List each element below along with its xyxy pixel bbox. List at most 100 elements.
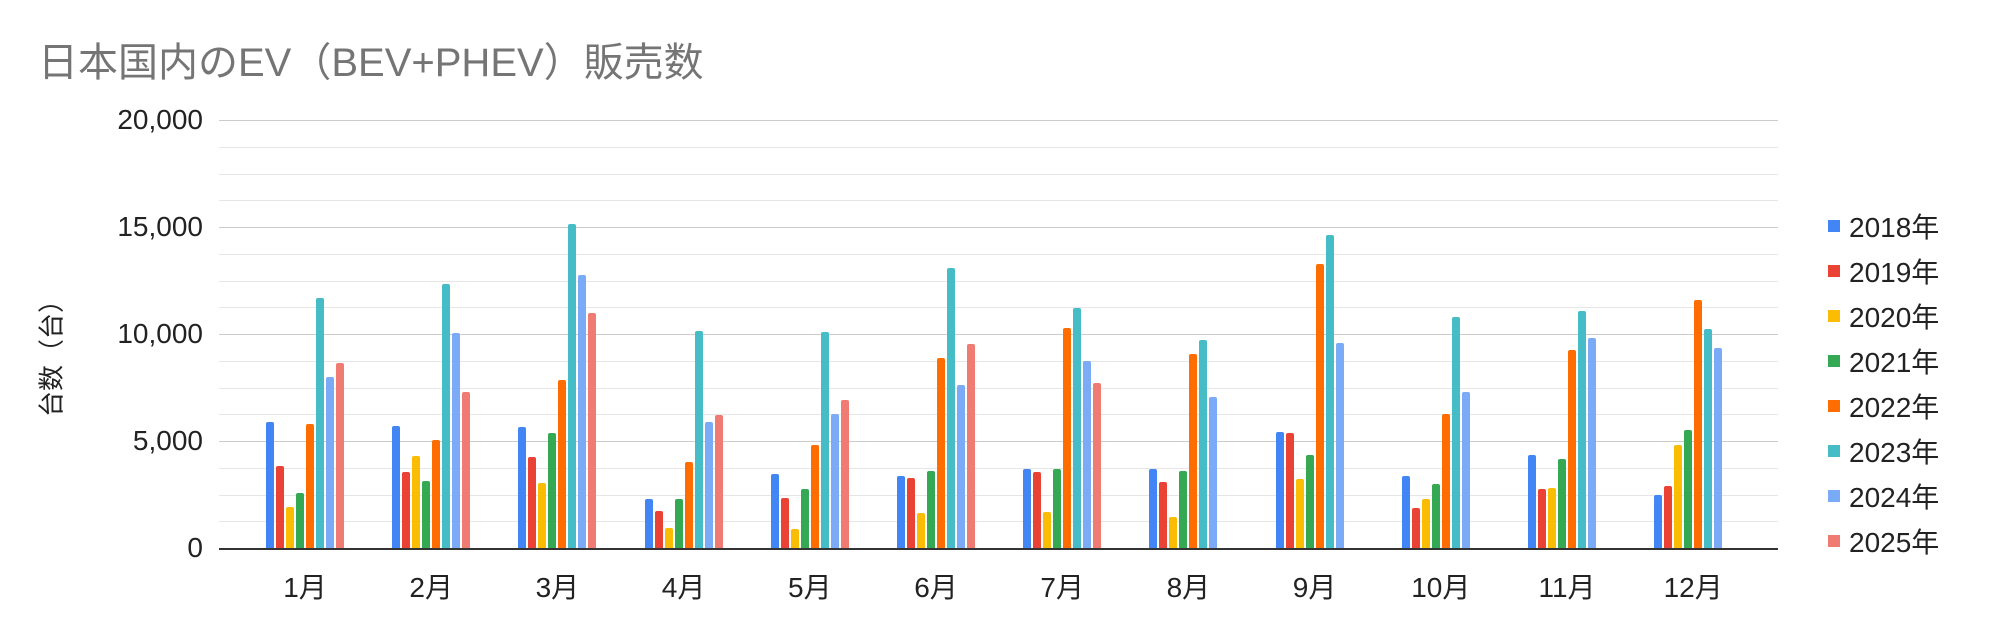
bar[interactable] xyxy=(588,313,597,548)
bar[interactable] xyxy=(644,499,653,548)
bar[interactable] xyxy=(276,465,284,548)
bar[interactable] xyxy=(654,510,663,548)
bar[interactable] xyxy=(1083,360,1092,548)
bar[interactable] xyxy=(1548,488,1556,548)
bar[interactable] xyxy=(1704,329,1713,548)
bar[interactable] xyxy=(1401,476,1410,548)
legend-item[interactable]: 2022年 xyxy=(1828,383,1939,428)
bar[interactable] xyxy=(830,414,839,548)
legend-item[interactable]: 2024年 xyxy=(1828,474,1939,519)
bar[interactable] xyxy=(1169,516,1178,548)
bar[interactable] xyxy=(1149,469,1158,548)
bar[interactable] xyxy=(897,476,905,548)
bar[interactable] xyxy=(1023,469,1032,548)
bar[interactable] xyxy=(442,283,451,548)
legend-item[interactable]: 2021年 xyxy=(1828,338,1939,383)
bar[interactable] xyxy=(1189,353,1198,548)
bar[interactable] xyxy=(907,478,915,548)
bar[interactable] xyxy=(432,439,441,548)
bar[interactable] xyxy=(1411,507,1420,548)
bar[interactable] xyxy=(316,297,324,548)
bar[interactable] xyxy=(1588,338,1596,548)
legend-item[interactable]: 2025年 xyxy=(1828,519,1939,564)
bar[interactable] xyxy=(548,433,557,548)
bar[interactable] xyxy=(1421,499,1430,548)
bar[interactable] xyxy=(568,224,577,548)
bar[interactable] xyxy=(1654,494,1663,548)
bar[interactable] xyxy=(518,427,527,548)
legend-item[interactable]: 2019年 xyxy=(1828,248,1939,293)
bar[interactable] xyxy=(1528,454,1536,548)
legend-item[interactable]: 2023年 xyxy=(1828,428,1939,473)
bar[interactable] xyxy=(1451,317,1460,548)
bar[interactable] xyxy=(810,445,819,548)
bar[interactable] xyxy=(714,415,723,548)
bar[interactable] xyxy=(1043,512,1052,548)
bar[interactable] xyxy=(1674,445,1683,548)
bar[interactable] xyxy=(917,513,925,548)
bar[interactable] xyxy=(684,461,693,548)
bar[interactable] xyxy=(1335,343,1344,548)
bar[interactable] xyxy=(694,331,703,548)
plot-area xyxy=(219,120,1778,550)
bar[interactable] xyxy=(957,385,965,548)
bar[interactable] xyxy=(1093,383,1102,548)
bar[interactable] xyxy=(422,480,431,548)
bar[interactable] xyxy=(840,399,849,548)
bar[interactable] xyxy=(790,528,799,548)
bar[interactable] xyxy=(1033,472,1042,548)
bar[interactable] xyxy=(558,380,567,548)
bar[interactable] xyxy=(402,472,411,548)
bar[interactable] xyxy=(412,455,421,548)
bar[interactable] xyxy=(286,506,294,548)
bar[interactable] xyxy=(1568,350,1576,548)
bar[interactable] xyxy=(1179,470,1188,548)
bar[interactable] xyxy=(1295,479,1304,548)
bar[interactable] xyxy=(780,497,789,548)
bar[interactable] xyxy=(674,499,683,548)
bar[interactable] xyxy=(1305,454,1314,548)
bar[interactable] xyxy=(1325,234,1334,548)
bar[interactable] xyxy=(462,391,471,548)
bar[interactable] xyxy=(1578,310,1586,548)
bar[interactable] xyxy=(704,421,713,548)
bar[interactable] xyxy=(1063,328,1072,548)
bar[interactable] xyxy=(927,471,935,548)
bar[interactable] xyxy=(1714,347,1723,548)
bar[interactable] xyxy=(820,332,829,548)
bar[interactable] xyxy=(1558,458,1566,548)
bar[interactable] xyxy=(452,332,461,548)
bar[interactable] xyxy=(306,424,314,548)
bar[interactable] xyxy=(1538,488,1546,548)
bar[interactable] xyxy=(1684,430,1693,548)
bar[interactable] xyxy=(967,344,975,548)
bar[interactable] xyxy=(1664,485,1673,548)
bar[interactable] xyxy=(1275,432,1284,548)
bar[interactable] xyxy=(392,425,401,548)
bar[interactable] xyxy=(326,376,334,548)
bar[interactable] xyxy=(1315,264,1324,548)
bar[interactable] xyxy=(937,358,945,548)
bar[interactable] xyxy=(1053,469,1062,548)
bar[interactable] xyxy=(336,362,344,548)
legend-item[interactable]: 2018年 xyxy=(1828,203,1939,248)
bar[interactable] xyxy=(1199,340,1208,548)
bar[interactable] xyxy=(1694,299,1703,548)
bar[interactable] xyxy=(1461,392,1470,548)
bar[interactable] xyxy=(664,528,673,548)
bar[interactable] xyxy=(1285,433,1294,548)
bar[interactable] xyxy=(947,268,955,548)
bar[interactable] xyxy=(296,492,304,548)
bar[interactable] xyxy=(1209,396,1218,548)
bar[interactable] xyxy=(1159,482,1168,548)
bar[interactable] xyxy=(1073,307,1082,548)
bar[interactable] xyxy=(1431,484,1440,548)
bar[interactable] xyxy=(538,482,547,548)
bar[interactable] xyxy=(528,457,537,548)
bar[interactable] xyxy=(266,421,274,548)
legend-item[interactable]: 2020年 xyxy=(1828,293,1939,338)
bar[interactable] xyxy=(800,488,809,548)
bar[interactable] xyxy=(1441,414,1450,548)
bar[interactable] xyxy=(770,473,779,548)
bar[interactable] xyxy=(578,275,587,548)
